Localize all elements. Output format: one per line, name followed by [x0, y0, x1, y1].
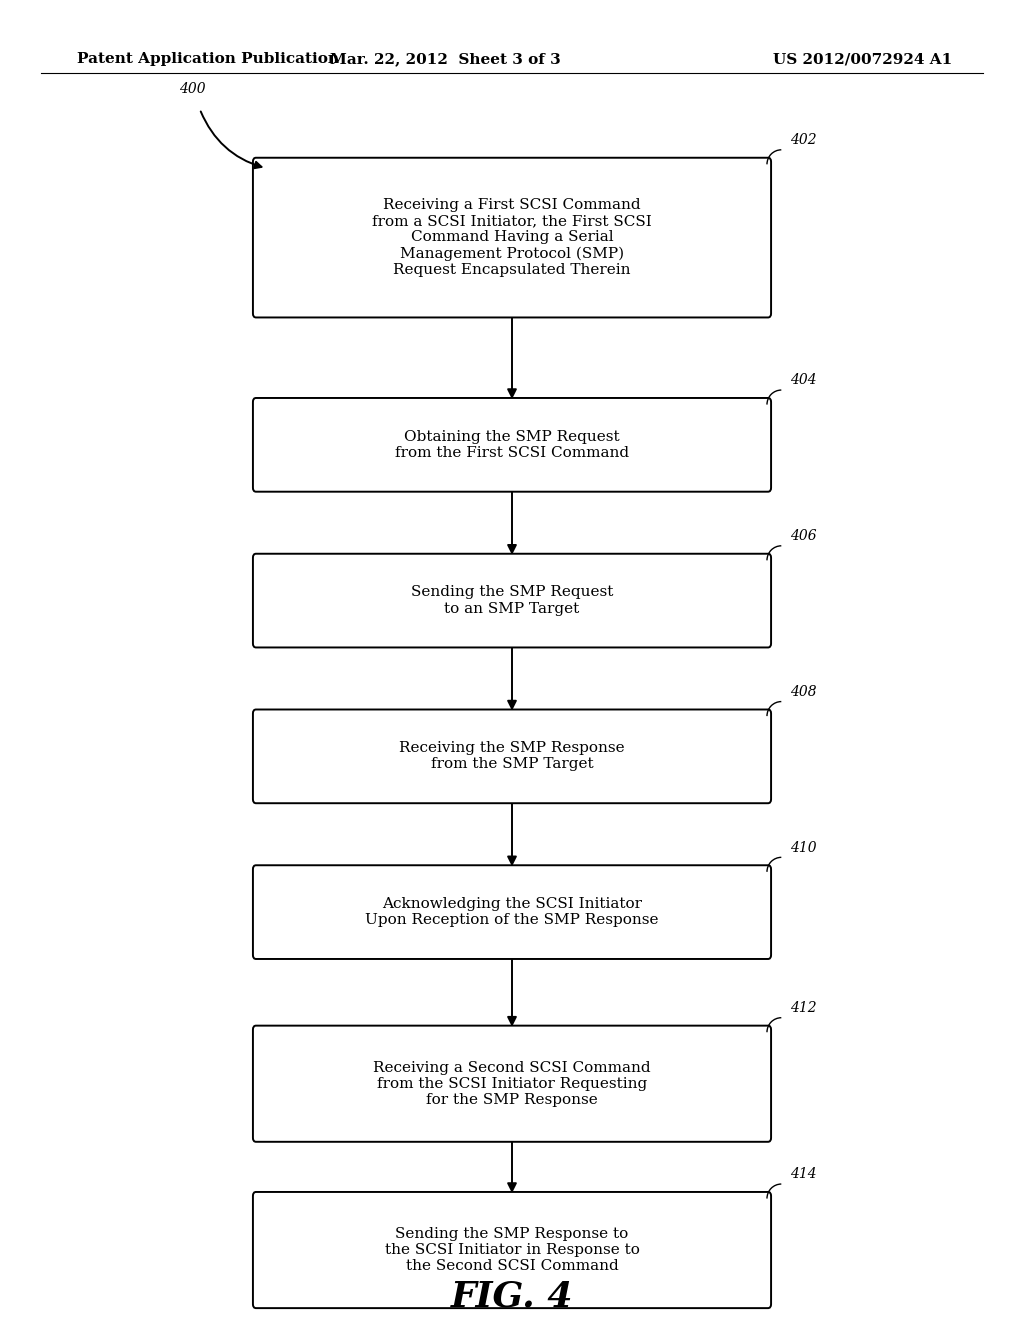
- Text: Sending the SMP Response to
the SCSI Initiator in Response to
the Second SCSI Co: Sending the SMP Response to the SCSI Ini…: [385, 1226, 639, 1274]
- FancyBboxPatch shape: [253, 158, 771, 318]
- Text: 408: 408: [791, 685, 817, 700]
- Text: Obtaining the SMP Request
from the First SCSI Command: Obtaining the SMP Request from the First…: [395, 430, 629, 459]
- Text: Receiving a First SCSI Command
from a SCSI Initiator, the First SCSI
Command Hav: Receiving a First SCSI Command from a SC…: [372, 198, 652, 277]
- FancyBboxPatch shape: [253, 710, 771, 803]
- FancyBboxPatch shape: [253, 1026, 771, 1142]
- Text: 400: 400: [179, 82, 206, 96]
- Text: FIG. 4: FIG. 4: [451, 1279, 573, 1313]
- Text: 402: 402: [791, 133, 817, 148]
- FancyBboxPatch shape: [253, 1192, 771, 1308]
- Text: 406: 406: [791, 529, 817, 544]
- Text: Receiving the SMP Response
from the SMP Target: Receiving the SMP Response from the SMP …: [399, 742, 625, 771]
- Text: Mar. 22, 2012  Sheet 3 of 3: Mar. 22, 2012 Sheet 3 of 3: [330, 53, 561, 66]
- FancyBboxPatch shape: [253, 866, 771, 958]
- FancyBboxPatch shape: [253, 554, 771, 647]
- FancyBboxPatch shape: [253, 397, 771, 491]
- Text: Patent Application Publication: Patent Application Publication: [77, 53, 339, 66]
- Text: 410: 410: [791, 841, 817, 855]
- Text: 414: 414: [791, 1167, 817, 1181]
- Text: Sending the SMP Request
to an SMP Target: Sending the SMP Request to an SMP Target: [411, 586, 613, 615]
- Text: Receiving a Second SCSI Command
from the SCSI Initiator Requesting
for the SMP R: Receiving a Second SCSI Command from the…: [373, 1060, 651, 1107]
- Text: Acknowledging the SCSI Initiator
Upon Reception of the SMP Response: Acknowledging the SCSI Initiator Upon Re…: [366, 898, 658, 927]
- Text: 404: 404: [791, 374, 817, 388]
- Text: US 2012/0072924 A1: US 2012/0072924 A1: [773, 53, 952, 66]
- Text: 412: 412: [791, 1001, 817, 1015]
